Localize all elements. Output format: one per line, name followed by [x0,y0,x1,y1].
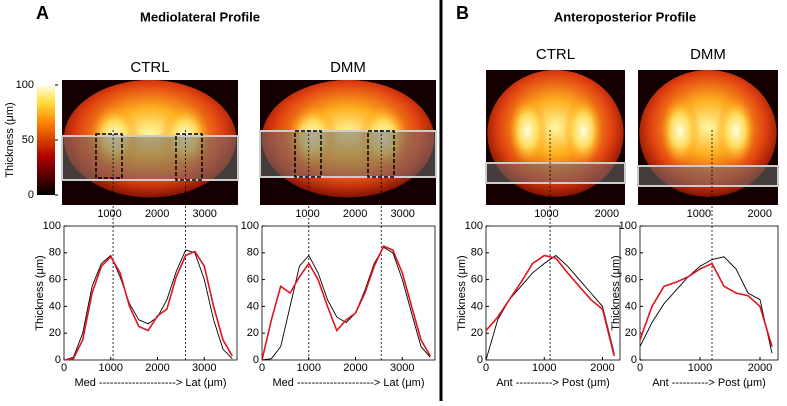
colorbar-tick-label: 50 [22,134,34,146]
y-axis-label: Thickness (μm) [610,255,622,330]
image-title: DMM [690,46,726,63]
x-tick-label: 0 [483,362,489,374]
heatmap-spot [508,97,548,165]
plot-frame [639,225,779,361]
x-tick-label: 0 [637,362,643,374]
colorbar-tick-label: 100 [16,79,34,91]
line-series [63,249,233,361]
y-tick-label: 60 [625,274,637,286]
image-tick-label: 1000 [295,208,319,220]
heatmap-spot [716,97,756,165]
colorbar-label: Thickness (μm) [4,102,16,177]
image-tick-label: 3000 [390,208,414,220]
y-axis-label: Thickness (μm) [34,255,46,330]
y-tick-label: 40 [49,300,61,312]
y-tick-label: 100 [465,220,483,232]
roi-box [294,130,322,178]
y-tick-label: 80 [247,247,259,259]
image-tick-label: 2000 [747,208,771,220]
x-tick-label: 2000 [748,362,772,374]
x-tick-label: 3000 [390,362,414,374]
image-title: CTRL [536,46,575,63]
y-tick-label: 80 [625,247,637,259]
x-tick-label: 1000 [688,362,712,374]
panel-label: B [456,3,469,23]
x-axis-label: Ant ----------> Post (μm) [496,377,610,389]
y-tick-label: 0 [631,354,637,366]
y-tick-label: 80 [471,247,483,259]
x-tick-label: 0 [259,362,265,374]
line-series [639,256,773,354]
roi-band [485,162,626,184]
y-tick-label: 20 [247,327,259,339]
x-axis-label: Med ---------------------> Lat (μm) [272,377,424,389]
roi-band [637,165,779,187]
y-axis-label: Thickness (μm) [456,255,468,330]
line-series [639,262,773,347]
roi-box [95,133,123,179]
heatmap-spot [563,97,603,165]
y-tick-label: 0 [55,354,61,366]
image-title: DMM [330,59,366,76]
line-series [63,250,233,361]
x-tick-label: 1000 [297,362,321,374]
image-tick-label: 1000 [97,208,121,220]
y-tick-label: 80 [49,247,61,259]
roi-box [175,133,203,181]
image-tick-label: 3000 [192,208,216,220]
colorbar [37,85,55,195]
y-tick-label: 60 [247,274,259,286]
y-tick-label: 100 [43,220,61,232]
y-tick-label: 20 [625,327,637,339]
line-series [261,246,431,361]
x-tick-label: 1000 [532,362,556,374]
y-tick-label: 100 [241,220,259,232]
plot-frame [261,225,436,361]
y-tick-label: 100 [619,220,637,232]
plot-frame [485,225,621,361]
x-tick-label: 3000 [192,362,216,374]
image-tick-label: 1000 [687,208,711,220]
y-tick-label: 20 [471,327,483,339]
line-series [261,245,431,361]
panel-label: A [36,3,49,23]
x-tick-label: 2000 [145,362,169,374]
heatmap-spot [660,97,700,165]
y-tick-label: 40 [625,300,637,312]
y-tick-label: 40 [471,300,483,312]
x-tick-label: 2000 [590,362,614,374]
image-tick-label: 2000 [595,208,619,220]
roi-band [61,135,239,181]
image-tick-label: 1000 [534,208,558,220]
x-tick-label: 0 [61,362,67,374]
image-tick-label: 2000 [343,208,367,220]
image-tick-label: 2000 [145,208,169,220]
y-tick-label: 20 [49,327,61,339]
colorbar-tick-label: 0 [28,189,34,201]
y-tick-label: 60 [471,274,483,286]
y-tick-label: 0 [477,354,483,366]
y-tick-label: 60 [49,274,61,286]
image-title: CTRL [130,59,169,76]
x-tick-label: 2000 [343,362,367,374]
panel-title: Mediolateral Profile [140,9,260,24]
y-tick-label: 40 [247,300,259,312]
x-tick-label: 1000 [99,362,123,374]
roi-band [259,130,437,178]
x-axis-label: Med ---------------------> Lat (μm) [74,377,226,389]
panel-title: Anteroposterior Profile [554,9,696,24]
x-axis-label: Ant ----------> Post (μm) [652,377,766,389]
line-series [485,254,615,357]
y-tick-label: 0 [253,354,259,366]
